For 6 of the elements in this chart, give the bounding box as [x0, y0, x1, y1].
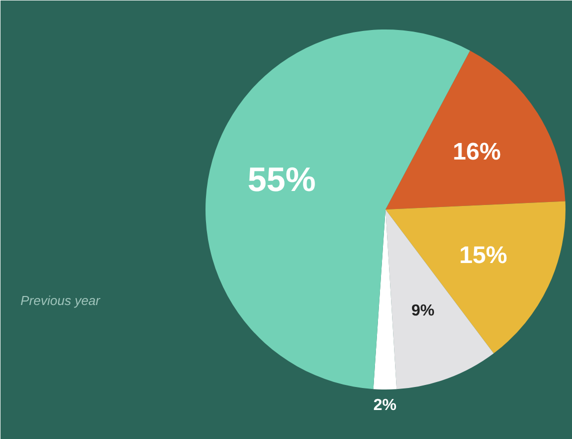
data-label: 15% — [459, 242, 508, 270]
data-label: 2% — [373, 397, 396, 414]
data-label: 55% — [248, 160, 316, 199]
data-label: 16% — [452, 138, 501, 166]
text: Previous year — [20, 293, 101, 308]
data-label: 9% — [411, 302, 434, 320]
